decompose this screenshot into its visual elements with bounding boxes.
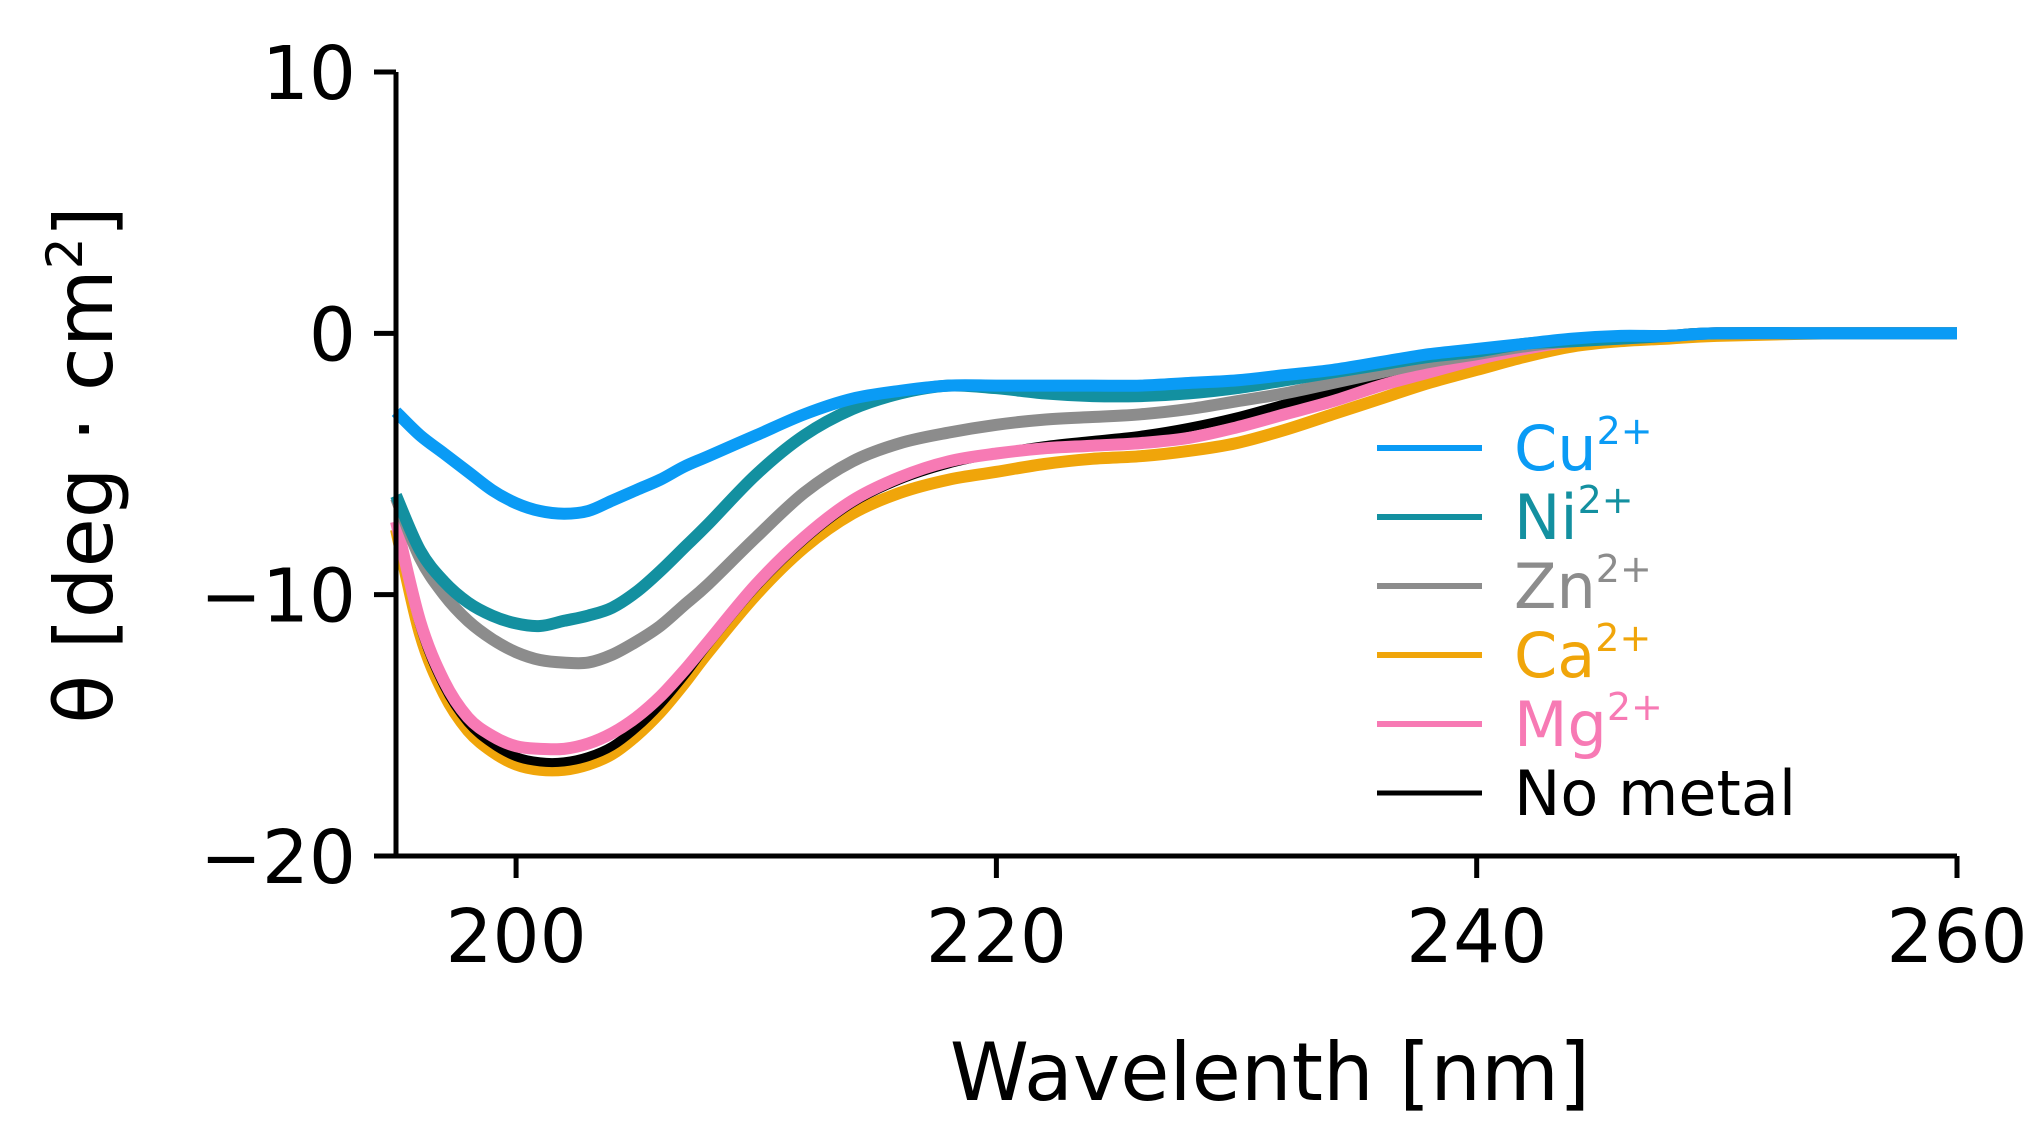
axes-layer (393, 72, 1957, 859)
legend-label-zn: Zn2+ (1514, 547, 1652, 623)
legend-label-ca: Ca2+ (1514, 616, 1651, 692)
y-axis-title-end: ] (38, 206, 131, 237)
legend-label-no-metal: No metal (1514, 757, 1796, 830)
legend-label-ni: Ni2+ (1514, 478, 1634, 554)
y-tick-label--10: −10 (200, 554, 356, 640)
legend: Cu2+Ni2+Zn2+Ca2+Mg2+No metal (1377, 409, 1796, 830)
legend-label-mg: Mg2+ (1514, 685, 1663, 761)
x-tick-label-260: 260 (1886, 894, 2027, 980)
series-line-ni (390, 327, 1957, 633)
x-axis-title: Wavelenth [nm] (950, 1026, 1590, 1119)
series-line-ca (390, 327, 1958, 777)
series-layer (390, 327, 1958, 777)
x-tick-label-200: 200 (445, 894, 586, 980)
legend-sup-ni: 2+ (1578, 478, 1634, 522)
legend-label-cu: Cu2+ (1514, 409, 1653, 485)
legend-sup-zn: 2+ (1596, 547, 1652, 591)
legend-sup-cu: 2+ (1597, 409, 1653, 453)
y-axis-title-main: θ [deg · cm (38, 269, 131, 724)
y-tick-label-0: 0 (309, 292, 356, 378)
y-axis-title-sup: 2 (36, 237, 94, 269)
x-tick-label-220: 220 (926, 894, 1067, 980)
legend-sup-ca: 2+ (1595, 616, 1651, 660)
y-tick-label-10: 10 (262, 31, 356, 117)
y-tick-label--20: −20 (200, 815, 356, 901)
x-tick-label-240: 240 (1406, 894, 1547, 980)
series-line-cu (391, 327, 1957, 520)
legend-sup-mg: 2+ (1607, 685, 1663, 729)
ticks-layer: 200 220 240 260 10 0 −10 −20 (200, 31, 2028, 980)
y-axis-title: θ [deg · cm2] (36, 206, 131, 724)
